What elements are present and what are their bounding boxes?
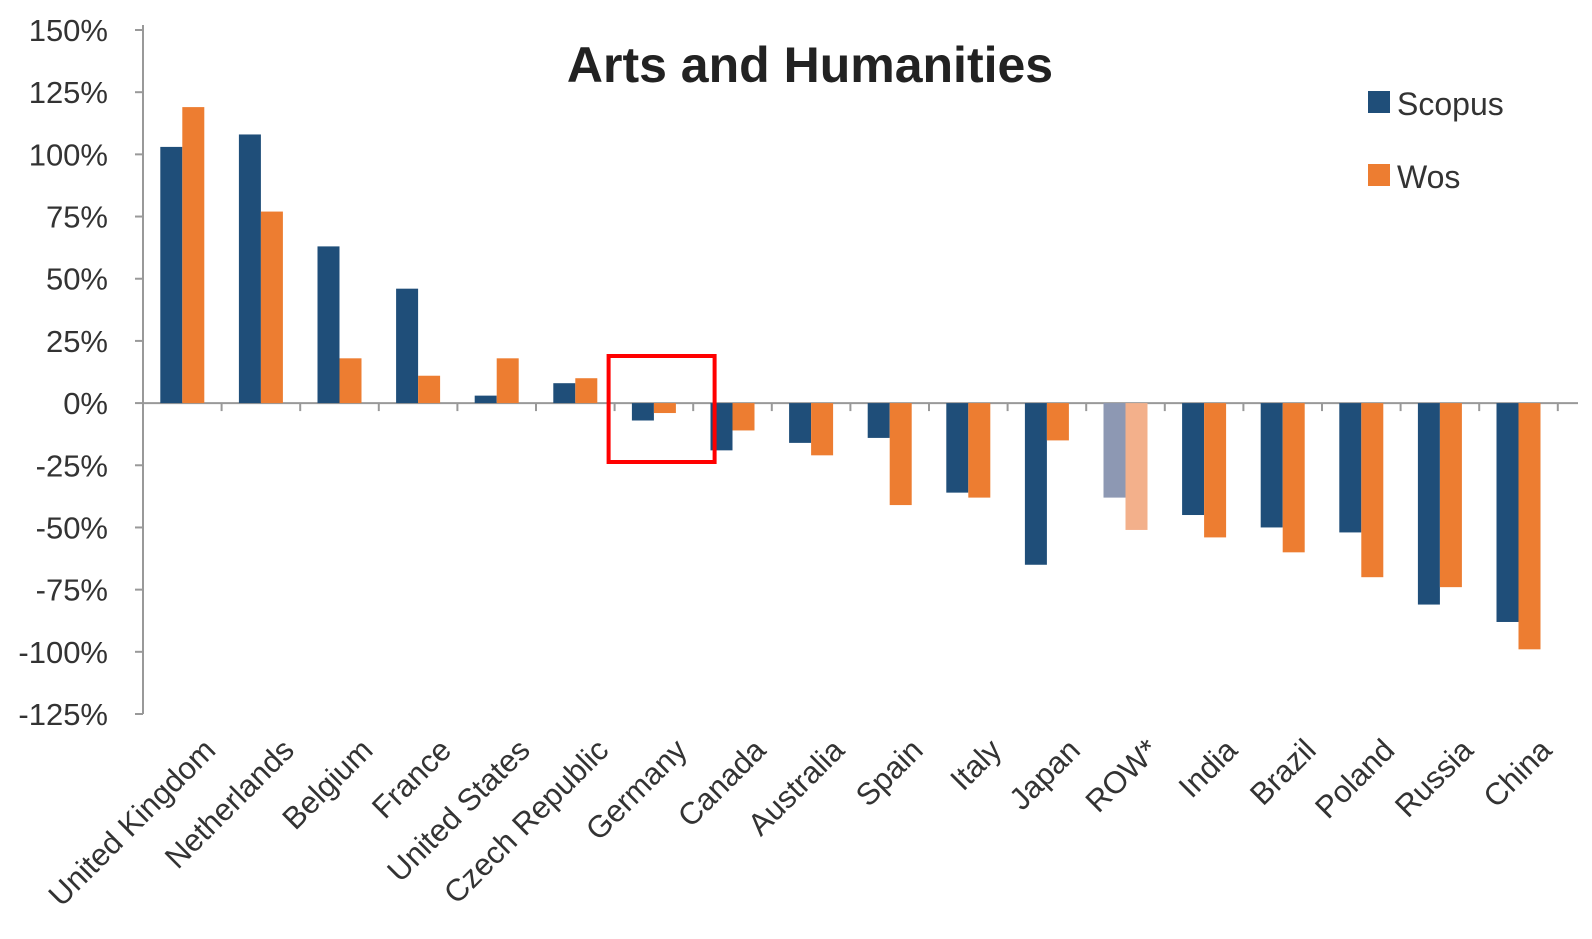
bar-scopus-spain	[867, 403, 890, 438]
bar-wos-united-kingdom	[182, 107, 205, 404]
y-tick-label: 25%	[46, 324, 108, 359]
bar-wos-czech-republic	[575, 378, 598, 404]
bar-wos-france	[418, 375, 441, 404]
legend: Scopus Wos	[1368, 86, 1504, 195]
bar-scopus-poland	[1339, 403, 1362, 533]
bar-scopus-czech-republic	[553, 383, 576, 404]
x-tick-label: ROW*	[1079, 732, 1166, 819]
bar-wos-india	[1204, 403, 1227, 538]
bar-wos-brazil	[1282, 403, 1305, 553]
category-labels: United KingdomNetherlandsBelgiumFranceUn…	[42, 732, 1559, 913]
y-tick-label: 75%	[46, 200, 108, 235]
bar-wos-spain	[889, 403, 912, 506]
bar-scopus-italy	[946, 403, 969, 493]
bar-scopus-belgium	[317, 246, 340, 404]
y-tick-label: -125%	[18, 697, 108, 732]
bar-scopus-china	[1496, 403, 1519, 622]
x-tick-label: Spain	[849, 732, 930, 813]
x-tick-label: China	[1476, 732, 1559, 815]
y-tick-label: 125%	[29, 75, 108, 110]
bar-wos-canada	[732, 403, 755, 431]
bar-scopus-united-kingdom	[160, 146, 183, 404]
highlight-box	[606, 354, 717, 464]
y-tick-label: -100%	[18, 635, 108, 670]
x-tick-label: Japan	[1002, 732, 1086, 816]
axes: 150% 125% 100% 75% 50% 25% 0% -25% -50% -75% -100%…	[18, 13, 1578, 732]
y-tick-label: 0%	[63, 386, 108, 421]
bars	[160, 107, 1541, 650]
bar-wos-china	[1518, 403, 1541, 650]
bar-wos-poland	[1361, 403, 1384, 578]
x-tick-label: India	[1172, 732, 1245, 805]
legend-swatch-scopus	[1368, 91, 1390, 113]
bar-scopus-india	[1182, 403, 1205, 516]
y-tick-label: 100%	[29, 137, 108, 172]
y-tick-label: -25%	[36, 448, 108, 483]
bar-wos-germany	[653, 403, 676, 414]
bar-wos-row	[1125, 403, 1148, 530]
bar-wos-italy	[968, 403, 991, 498]
bar-wos-united-states	[496, 358, 519, 404]
y-tick-label: 150%	[29, 13, 108, 48]
highlight-layer	[606, 354, 717, 464]
bar-wos-japan	[1046, 403, 1069, 441]
y-tick-label: 50%	[46, 262, 108, 297]
bar-scopus-row	[1103, 403, 1126, 498]
x-tick-label: Poland	[1308, 732, 1401, 825]
bar-scopus-netherlands	[238, 134, 261, 404]
bar-scopus-australia	[789, 403, 812, 443]
legend-swatch-wos	[1368, 164, 1390, 186]
bar-scopus-france	[396, 288, 419, 404]
bar-scopus-russia	[1417, 403, 1440, 605]
chart-title: Arts and Humanities	[567, 37, 1053, 93]
bar-scopus-japan	[1024, 403, 1047, 565]
bar-wos-belgium	[339, 358, 362, 404]
bar-scopus-brazil	[1260, 403, 1283, 528]
x-tick-label: Russia	[1388, 732, 1480, 824]
bar-scopus-united-states	[474, 395, 497, 404]
legend-label-scopus: Scopus	[1397, 86, 1504, 122]
y-tick-label: -75%	[36, 573, 108, 608]
legend-label-wos: Wos	[1397, 159, 1460, 195]
bar-wos-russia	[1439, 403, 1462, 588]
bar-wos-netherlands	[260, 211, 283, 404]
bar-wos-australia	[811, 403, 834, 456]
bar-scopus-germany	[631, 403, 654, 421]
x-tick-label: Italy	[943, 732, 1008, 797]
y-tick-label: -50%	[36, 510, 108, 545]
